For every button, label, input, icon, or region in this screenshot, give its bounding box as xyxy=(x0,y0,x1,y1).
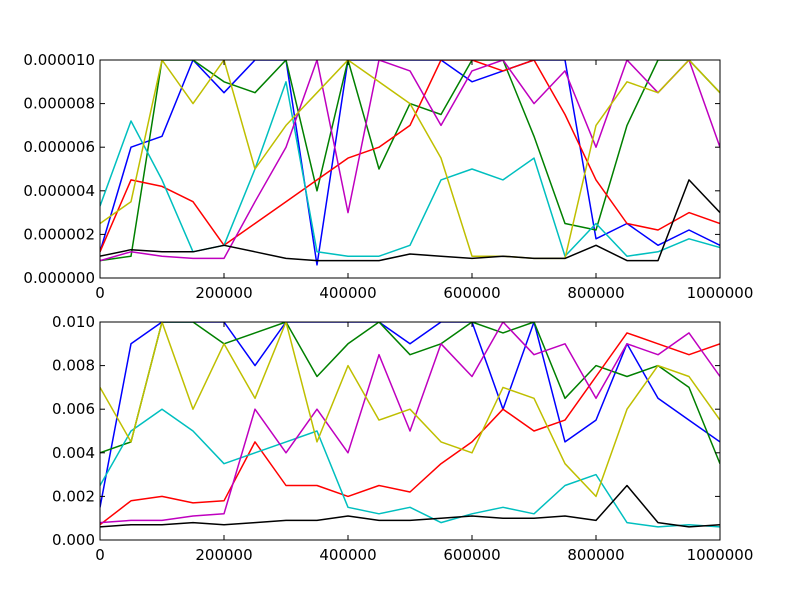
axes-frame xyxy=(99,321,721,541)
series-line-5 xyxy=(100,322,720,524)
series-line-7 xyxy=(100,484,720,528)
x-tick-label: 1000000 xyxy=(687,284,754,302)
axes-frame xyxy=(99,59,721,279)
y-tick-label: 0.008 xyxy=(52,357,95,375)
x-tick-label: 400000 xyxy=(319,284,376,302)
x-tick-label: 1000000 xyxy=(687,546,754,564)
x-tick-label: 0 xyxy=(95,284,105,302)
bottom-subplot: 0 200000 400000 600000 800000 1000000 0.000 0.0… xyxy=(52,313,753,564)
y-tick-label: 0.006 xyxy=(52,400,95,418)
top-subplot: 0 200000 400000 600000 800000 1000000 0.000000… xyxy=(23,51,753,302)
y-tick-label: 0.000000 xyxy=(23,269,95,287)
y-tick-label: 0.000 xyxy=(52,531,95,549)
y-tick-label: 0.004 xyxy=(52,444,95,462)
x-tick-label: 600000 xyxy=(443,284,500,302)
series-line-2 xyxy=(100,322,720,464)
series-line-7 xyxy=(100,179,720,262)
x-tick-label: 0 xyxy=(95,546,105,564)
x-tick-label: 800000 xyxy=(567,546,624,564)
y-tick-label: 0.000010 xyxy=(23,51,95,69)
x-tick-label: 200000 xyxy=(195,546,252,564)
series-line-4 xyxy=(100,408,720,528)
series-line-1 xyxy=(100,322,720,508)
series-line-6 xyxy=(100,322,720,498)
x-tick-label: 200000 xyxy=(195,284,252,302)
series-group xyxy=(100,60,720,266)
series-line-5 xyxy=(100,60,720,262)
y-tick-label: 0.000004 xyxy=(23,182,95,200)
series-group xyxy=(100,322,720,528)
y-tick-label: 0.010 xyxy=(52,313,95,331)
y-tick-label: 0.000002 xyxy=(23,225,95,243)
x-tick-label: 600000 xyxy=(443,546,500,564)
series-line-1 xyxy=(100,60,720,266)
y-tick-label: 0.002 xyxy=(52,487,95,505)
series-line-3 xyxy=(100,60,720,253)
x-tick-label: 800000 xyxy=(567,284,624,302)
y-tick-label: 0.000006 xyxy=(23,138,95,156)
x-tick-label: 400000 xyxy=(319,546,376,564)
series-line-3 xyxy=(100,332,720,526)
series-line-6 xyxy=(100,60,720,260)
y-tick-label: 0.000008 xyxy=(23,95,95,113)
